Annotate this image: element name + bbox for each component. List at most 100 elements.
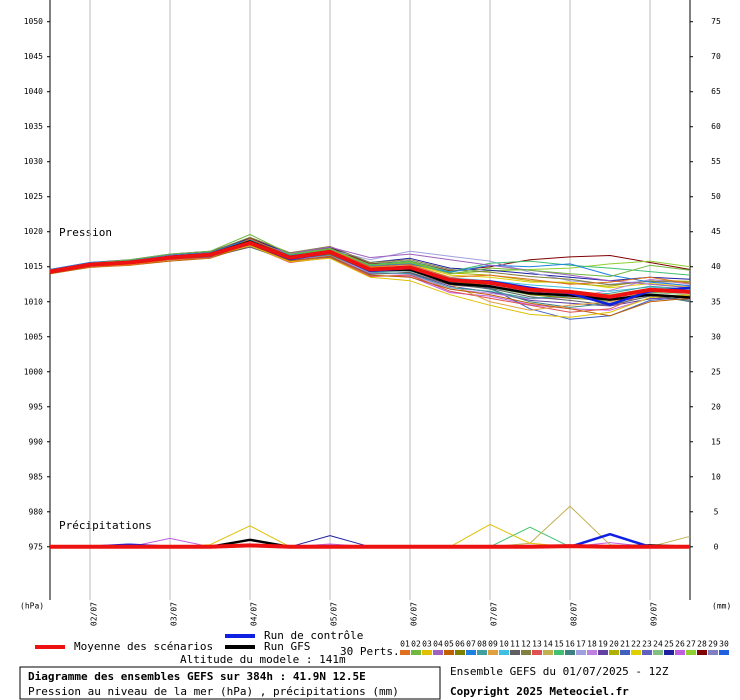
y2-tick-label: 15 xyxy=(711,437,721,446)
legend-swatch xyxy=(466,650,476,655)
legend-label: 16 xyxy=(565,640,575,649)
legend-label: 10 xyxy=(499,640,509,649)
legend-swatch xyxy=(543,650,553,655)
legend-swatch xyxy=(708,650,718,655)
legend-label: Run de contrôle xyxy=(264,629,363,642)
y2-tick-label: 40 xyxy=(711,262,721,271)
precip-line xyxy=(50,543,690,549)
y-tick-label: 1010 xyxy=(24,297,43,306)
y-axis-unit: (hPa) xyxy=(20,602,44,611)
legend-swatch xyxy=(598,650,608,655)
y2-tick-label: 35 xyxy=(711,297,721,306)
legend-label: 06 xyxy=(455,640,465,649)
y2-tick-label: 0 xyxy=(714,542,719,551)
pressure-line xyxy=(49,238,691,285)
legend-swatch xyxy=(620,650,630,655)
legend-swatch xyxy=(499,650,509,655)
y2-tick-label: 30 xyxy=(711,332,721,341)
legend-label: 14 xyxy=(543,640,553,649)
run-info: Ensemble GEFS du 01/07/2025 - 12Z xyxy=(450,665,669,678)
legend-label: 20 xyxy=(609,640,619,649)
chart-title: Diagramme des ensembles GEFS sur 384h : … xyxy=(28,670,366,683)
y2-tick-label: 65 xyxy=(711,87,721,96)
legend-label: 30 xyxy=(719,640,729,649)
y2-tick-label: 60 xyxy=(711,122,721,131)
legend-label: 02 xyxy=(411,640,421,649)
legend-label: Run GFS xyxy=(264,640,310,653)
legend-label: 27 xyxy=(686,640,696,649)
legend-swatch xyxy=(642,650,652,655)
pressure-label: Pression xyxy=(59,226,112,239)
legend-swatch xyxy=(488,650,498,655)
legend-swatch xyxy=(653,650,663,655)
legend-label: 05 xyxy=(444,640,454,649)
x-tick-label: 06/07 xyxy=(410,602,419,626)
x-tick-label: 07/07 xyxy=(490,602,499,626)
chart-subtitle: Pression au niveau de la mer (hPa) , pré… xyxy=(28,685,399,698)
legend-swatch xyxy=(477,650,487,655)
x-tick-label: 04/07 xyxy=(250,602,259,626)
y2-tick-label: 75 xyxy=(711,17,721,26)
legend-swatch xyxy=(422,650,432,655)
legend-label: 21 xyxy=(620,640,630,649)
legend-swatch xyxy=(510,650,520,655)
legend-label: 29 xyxy=(708,640,718,649)
legend-swatch xyxy=(686,650,696,655)
legend-swatch xyxy=(719,650,729,655)
y2-tick-label: 10 xyxy=(711,472,721,481)
legend-label: 12 xyxy=(521,640,531,649)
legend-swatch xyxy=(565,650,575,655)
legend-swatch xyxy=(444,650,454,655)
x-tick-label: 05/07 xyxy=(330,602,339,626)
legend-swatch xyxy=(400,650,410,655)
legend-label: 04 xyxy=(433,640,443,649)
legend-label: 19 xyxy=(598,640,608,649)
y2-tick-label: 55 xyxy=(711,157,721,166)
pressure-line xyxy=(49,238,691,287)
legend-label: 23 xyxy=(642,640,652,649)
legend-label: 22 xyxy=(631,640,641,649)
y-tick-label: 990 xyxy=(29,437,44,446)
legend-swatch xyxy=(675,650,685,655)
legend-swatch xyxy=(532,650,542,655)
legend-swatch xyxy=(521,650,531,655)
y-tick-label: 1025 xyxy=(24,192,43,201)
legend-swatch xyxy=(576,650,586,655)
x-tick-label: 02/07 xyxy=(90,602,99,626)
y-tick-label: 1040 xyxy=(24,87,43,96)
y-tick-label: 980 xyxy=(29,507,44,516)
legend-label: 08 xyxy=(477,640,487,649)
legend-label: 24 xyxy=(653,640,663,649)
copyright: Copyright 2025 Meteociel.fr xyxy=(450,685,629,698)
y2-axis-unit: (mm) xyxy=(712,602,731,611)
legend-label: 26 xyxy=(675,640,685,649)
legend-label: 15 xyxy=(554,640,564,649)
y-tick-label: 1005 xyxy=(24,332,43,341)
y2-tick-label: 20 xyxy=(711,402,721,411)
x-tick-label: 08/07 xyxy=(570,602,579,626)
x-tick-label: 09/07 xyxy=(650,602,659,626)
legend-swatch xyxy=(664,650,674,655)
legend-label: 07 xyxy=(466,640,476,649)
y2-tick-label: 70 xyxy=(711,52,721,61)
legend-swatch xyxy=(631,650,641,655)
legend-swatch xyxy=(433,650,443,655)
legend-label: 03 xyxy=(422,640,432,649)
legend-swatch xyxy=(587,650,597,655)
y-tick-label: 975 xyxy=(29,542,44,551)
legend-swatch xyxy=(609,650,619,655)
y-tick-label: 985 xyxy=(29,472,44,481)
legend-label: 17 xyxy=(576,640,586,649)
legend-swatch xyxy=(697,650,707,655)
y-tick-label: 1045 xyxy=(24,52,43,61)
y-tick-label: 1020 xyxy=(24,227,43,236)
legend-label: 25 xyxy=(664,640,674,649)
legend-swatch xyxy=(411,650,421,655)
y2-tick-label: 50 xyxy=(711,192,721,201)
x-tick-label: 03/07 xyxy=(170,602,179,626)
y-tick-label: 1035 xyxy=(24,122,43,131)
altitude: Altitude du modele : 141m xyxy=(180,653,346,666)
title-box xyxy=(19,666,441,700)
legend-label: 13 xyxy=(532,640,542,649)
